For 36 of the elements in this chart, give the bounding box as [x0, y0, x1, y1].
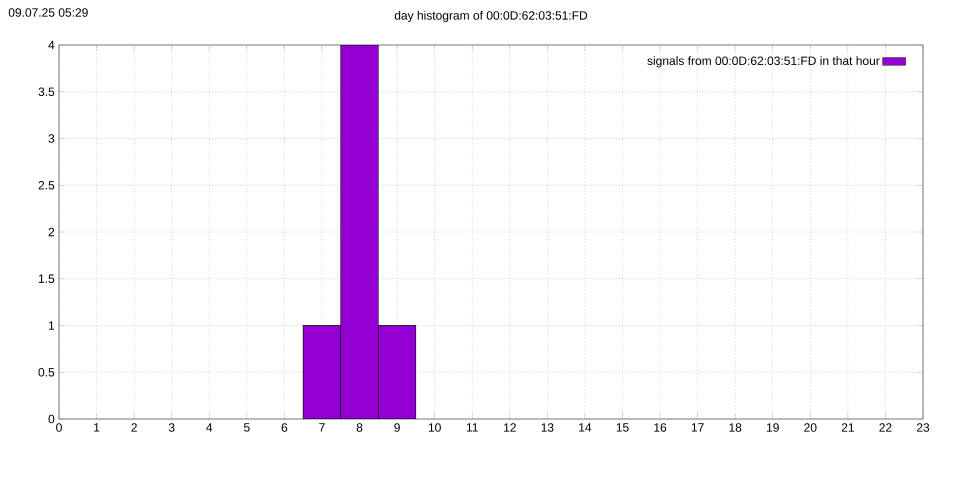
x-tick-label: 21: [842, 423, 854, 432]
x-tick-label: 8: [356, 423, 362, 432]
x-tick-label: 23: [916, 423, 930, 432]
chart-title: day histogram of 00:0D:62:03:51:FD: [394, 10, 588, 22]
y-tick-label: 2.5: [38, 180, 54, 190]
y-tick-label: 0: [48, 414, 54, 424]
x-tick-label: 15: [616, 423, 629, 432]
x-tick-label: 19: [766, 423, 779, 432]
x-tick-label: 22: [879, 423, 892, 432]
y-tick-label: 3.5: [38, 88, 54, 96]
x-tick-label: 11: [466, 423, 478, 432]
x-tick-label: 13: [542, 423, 554, 432]
y-tick-label: 2: [48, 228, 54, 236]
x-tick-label: 17: [692, 423, 704, 432]
text: 09.07.25 05:29: [8, 8, 88, 17]
y-tick-label: 0.5: [38, 368, 54, 377]
x-tick-label: 0: [56, 423, 62, 432]
x-tick-label: 18: [729, 423, 742, 432]
x-tick-label: 2: [131, 423, 137, 432]
y-tick-label: 4: [48, 40, 54, 50]
x-tick-label: 16: [654, 423, 666, 432]
x-tick-label: 5: [244, 423, 250, 432]
x-tick-label: 10: [428, 423, 441, 432]
x-tick-label: 3: [168, 423, 175, 432]
y-tick-label: 3: [48, 134, 54, 143]
x-tick-label: 4: [206, 423, 212, 432]
x-tick-label: 20: [804, 423, 817, 432]
x-tick-label: 14: [579, 423, 592, 432]
y-tick-label: 1.5: [38, 274, 54, 283]
x-tick-label: 7: [319, 423, 325, 432]
legend-label: signals from 00:0D:62:03:51:FD in that hour: [647, 56, 880, 68]
x-tick-label: 12: [504, 423, 516, 432]
x-tick-label: 9: [394, 423, 400, 432]
y-tick-label: 1: [48, 321, 54, 330]
x-tick-label: 6: [282, 423, 288, 432]
x-tick-label: 1: [94, 423, 100, 432]
